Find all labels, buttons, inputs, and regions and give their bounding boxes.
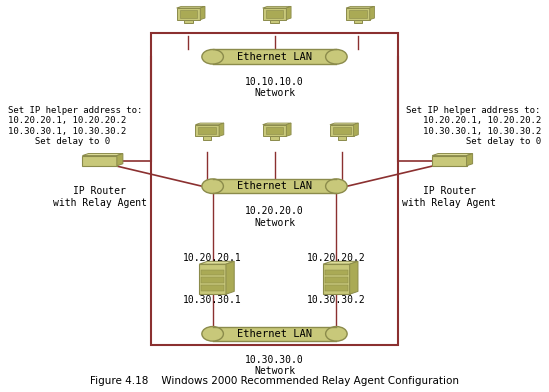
Polygon shape (330, 123, 358, 125)
Text: 10.30.30.2: 10.30.30.2 (307, 295, 366, 305)
Text: 10.30.30.0
Network: 10.30.30.0 Network (245, 355, 304, 376)
FancyBboxPatch shape (201, 285, 224, 290)
Polygon shape (432, 154, 473, 156)
Text: Ethernet LAN: Ethernet LAN (237, 52, 312, 62)
FancyBboxPatch shape (330, 125, 354, 136)
FancyBboxPatch shape (333, 127, 351, 134)
Text: 10.20.20.2: 10.20.20.2 (307, 253, 366, 263)
Text: 10.20.20.1: 10.20.20.1 (183, 253, 242, 263)
Text: 10.30.30.1: 10.30.30.1 (183, 295, 242, 305)
FancyBboxPatch shape (266, 127, 283, 134)
FancyBboxPatch shape (212, 327, 337, 341)
FancyBboxPatch shape (262, 125, 287, 136)
Text: 10.10.10.0
Network: 10.10.10.0 Network (245, 77, 304, 98)
FancyBboxPatch shape (212, 49, 337, 64)
Text: IP Router
with Relay Agent: IP Router with Relay Agent (53, 186, 147, 208)
FancyBboxPatch shape (180, 10, 197, 18)
Polygon shape (177, 6, 205, 8)
FancyBboxPatch shape (266, 10, 283, 18)
Polygon shape (117, 154, 123, 166)
FancyBboxPatch shape (349, 10, 367, 18)
Ellipse shape (202, 179, 223, 194)
FancyBboxPatch shape (325, 270, 348, 275)
Polygon shape (82, 154, 123, 156)
Polygon shape (262, 6, 291, 8)
FancyBboxPatch shape (201, 270, 224, 275)
Bar (151, 33, 398, 345)
FancyBboxPatch shape (270, 136, 279, 140)
Polygon shape (200, 6, 205, 20)
Polygon shape (323, 261, 358, 264)
Ellipse shape (326, 49, 347, 64)
FancyBboxPatch shape (262, 8, 287, 20)
Ellipse shape (326, 327, 347, 341)
Polygon shape (262, 123, 291, 125)
FancyBboxPatch shape (201, 278, 224, 283)
FancyBboxPatch shape (82, 156, 117, 166)
FancyBboxPatch shape (177, 8, 200, 20)
FancyBboxPatch shape (199, 264, 226, 294)
Polygon shape (369, 6, 374, 20)
FancyBboxPatch shape (212, 179, 337, 194)
FancyBboxPatch shape (198, 127, 216, 134)
Text: Figure 4.18    Windows 2000 Recommended Relay Agent Configuration: Figure 4.18 Windows 2000 Recommended Rel… (90, 376, 459, 386)
Text: Set IP helper address to:
10.20.20.1, 10.20.20.2
10.30.30.1, 10.30.30.2
     Set: Set IP helper address to: 10.20.20.1, 10… (8, 106, 143, 146)
FancyBboxPatch shape (432, 156, 467, 166)
FancyBboxPatch shape (354, 20, 362, 23)
Polygon shape (195, 123, 224, 125)
FancyBboxPatch shape (270, 20, 279, 23)
Polygon shape (219, 123, 224, 136)
Polygon shape (350, 261, 358, 294)
FancyBboxPatch shape (323, 264, 350, 294)
FancyBboxPatch shape (184, 20, 193, 23)
Text: Ethernet LAN: Ethernet LAN (237, 329, 312, 339)
Polygon shape (199, 261, 234, 264)
Polygon shape (354, 123, 358, 136)
FancyBboxPatch shape (325, 285, 348, 290)
FancyBboxPatch shape (203, 136, 211, 140)
FancyBboxPatch shape (346, 8, 369, 20)
Ellipse shape (202, 49, 223, 64)
Ellipse shape (202, 327, 223, 341)
FancyBboxPatch shape (195, 125, 219, 136)
Polygon shape (226, 261, 234, 294)
FancyBboxPatch shape (325, 278, 348, 283)
Polygon shape (346, 6, 374, 8)
Polygon shape (467, 154, 473, 166)
Ellipse shape (326, 179, 347, 194)
Text: Set IP helper address to:
10.20.20.1, 10.20.20.2
10.30.30.1, 10.30.30.2
     Set: Set IP helper address to: 10.20.20.1, 10… (406, 106, 541, 146)
Text: Ethernet LAN: Ethernet LAN (237, 181, 312, 191)
Text: 10.20.20.0
Network: 10.20.20.0 Network (245, 206, 304, 228)
Polygon shape (287, 123, 291, 136)
FancyBboxPatch shape (338, 136, 346, 140)
Polygon shape (287, 6, 291, 20)
Text: IP Router
with Relay Agent: IP Router with Relay Agent (402, 186, 496, 208)
